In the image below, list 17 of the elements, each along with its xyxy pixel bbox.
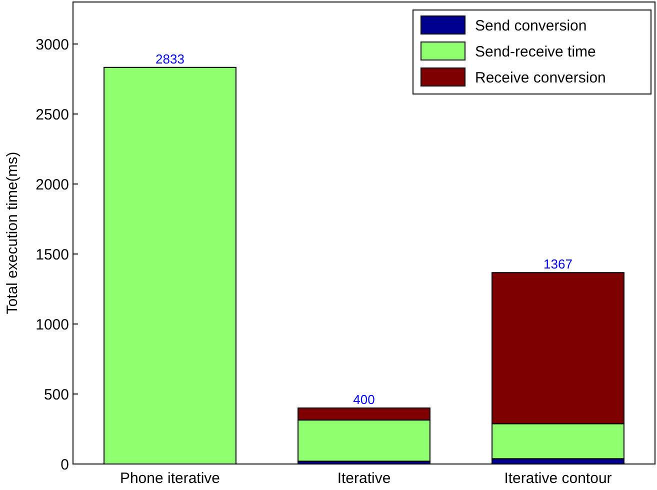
y-tick-label: 1500 bbox=[36, 246, 69, 264]
y-tick-label: 0 bbox=[60, 456, 69, 474]
total-label: 1367 bbox=[544, 256, 572, 272]
x-tick-label: Iterative bbox=[337, 470, 391, 487]
y-tick-label: 500 bbox=[44, 386, 69, 404]
total-label: 2833 bbox=[156, 51, 184, 66]
y-tick-label: 2500 bbox=[36, 106, 69, 124]
legend-label: Send-receive time bbox=[475, 43, 596, 60]
total-label: 400 bbox=[353, 392, 375, 407]
y-axis-title: Total execution time(ms) bbox=[4, 152, 21, 314]
y-tick-label: 1000 bbox=[36, 316, 69, 334]
legend-label: Send conversion bbox=[475, 17, 587, 34]
x-tick-label: Iterative contour bbox=[504, 470, 612, 487]
legend-label: Receive conversion bbox=[475, 69, 606, 86]
y-tick-label: 3000 bbox=[36, 36, 69, 54]
x-tick-label: Phone iterative bbox=[120, 470, 220, 487]
y-tick-label: 2000 bbox=[36, 176, 69, 194]
